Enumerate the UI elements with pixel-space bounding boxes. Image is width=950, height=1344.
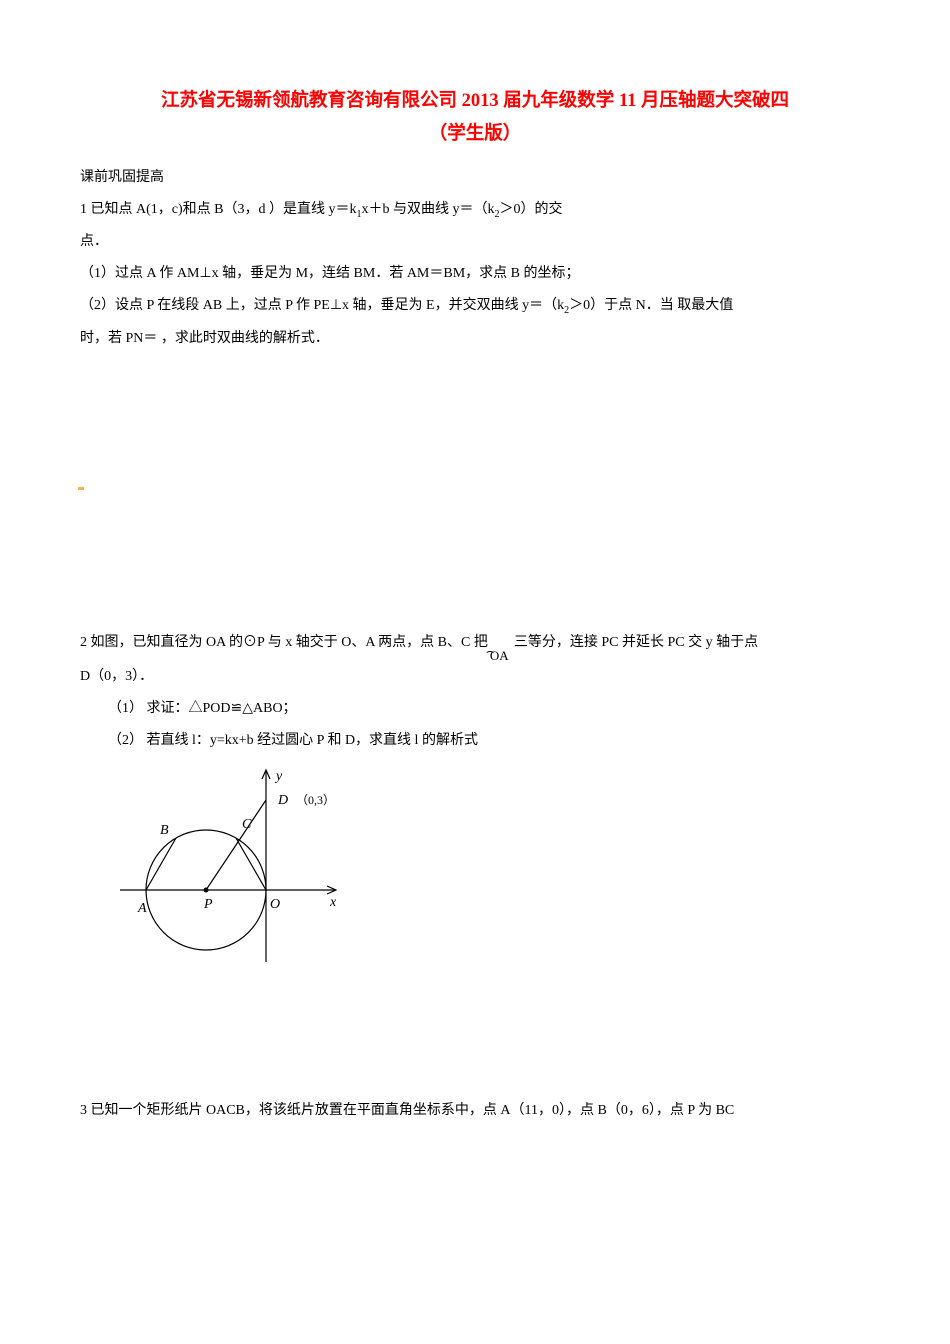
svg-text:C: C bbox=[242, 817, 252, 832]
decorative-marker bbox=[78, 487, 84, 490]
q2-line1-a: 2 如图，已知直径为 OA 的⊙P 与 x 轴交于 O、A 两点，点 B、C 把 bbox=[80, 635, 488, 650]
document-title: 江苏省无锡新领航教育咨询有限公司 2013 届九年级数学 11 月压轴题大突破四… bbox=[80, 85, 870, 152]
q2-line2: D（0，3）． bbox=[80, 661, 870, 693]
title-line-2: （学生版） bbox=[80, 118, 870, 151]
svg-text:P: P bbox=[203, 897, 213, 912]
svg-text:x: x bbox=[329, 895, 337, 910]
geometry-diagram: y x D （0,3） B C O A P bbox=[108, 762, 870, 980]
svg-text:O: O bbox=[270, 897, 280, 912]
spacer bbox=[80, 980, 870, 1035]
spacer bbox=[80, 355, 870, 625]
q1-line1-b: x＋b 与双曲线 y＝（k bbox=[362, 202, 495, 217]
section-heading: 课前巩固提高 bbox=[80, 162, 870, 194]
svg-text:y: y bbox=[274, 769, 283, 784]
q2-part1: （1） 求证：△POD≌△ABO； bbox=[80, 693, 870, 725]
title-line-1: 江苏省无锡新领航教育咨询有限公司 2013 届九年级数学 11 月压轴题大突破四 bbox=[80, 85, 870, 118]
q2-line1-b: 三等分，连接 PC 并延长 PC 交 y 轴于点 bbox=[514, 635, 758, 650]
q1-p2-a: （2）设点 P 在线段 AB 上，过点 P 作 PE⊥x 轴，垂足为 E，并交双… bbox=[80, 298, 564, 313]
svg-text:（0,3）: （0,3） bbox=[296, 793, 335, 807]
svg-text:A: A bbox=[137, 901, 147, 916]
q1-part2: （2）设点 P 在线段 AB 上，过点 P 作 PE⊥x 轴，垂足为 E，并交双… bbox=[80, 290, 870, 322]
q2-line1: 2 如图，已知直径为 OA 的⊙P 与 x 轴交于 O、A 两点，点 B、C 把… bbox=[80, 625, 870, 661]
q1-p2-b: ＞0）于点 N．当 取最大值 bbox=[569, 298, 733, 313]
q1-line1-c: ＞0）的交 bbox=[500, 202, 563, 217]
q1-part1: （1）过点 A 作 AM⊥x 轴，垂足为 M，连结 BM．若 AM＝BM，求点 … bbox=[80, 258, 870, 290]
q3-line1: 3 已知一个矩形纸片 OACB，将该纸片放置在平面直角坐标系中，点 A（11，0… bbox=[80, 1095, 870, 1127]
q2-part2: （2） 若直线 l：y=kx+b 经过圆心 P 和 D，求直线 l 的解析式 bbox=[80, 725, 870, 757]
q1-line2: 点． bbox=[80, 226, 870, 258]
q1-part3: 时，若 PN＝ ，求此时双曲线的解析式． bbox=[80, 323, 870, 355]
arc-notation: ⌢OA bbox=[488, 632, 514, 654]
arc-text: OA bbox=[490, 639, 509, 673]
body-content: 课前巩固提高 1 已知点 A(1，c)和点 B（3，d ）是直线 y＝k1x＋b… bbox=[80, 162, 870, 1127]
q1-line1-a: 1 已知点 A(1，c)和点 B（3，d ）是直线 y＝k bbox=[80, 202, 357, 217]
svg-text:B: B bbox=[160, 823, 169, 838]
q1-line1: 1 已知点 A(1，c)和点 B（3，d ）是直线 y＝k1x＋b 与双曲线 y… bbox=[80, 194, 870, 226]
svg-text:D: D bbox=[277, 793, 288, 808]
